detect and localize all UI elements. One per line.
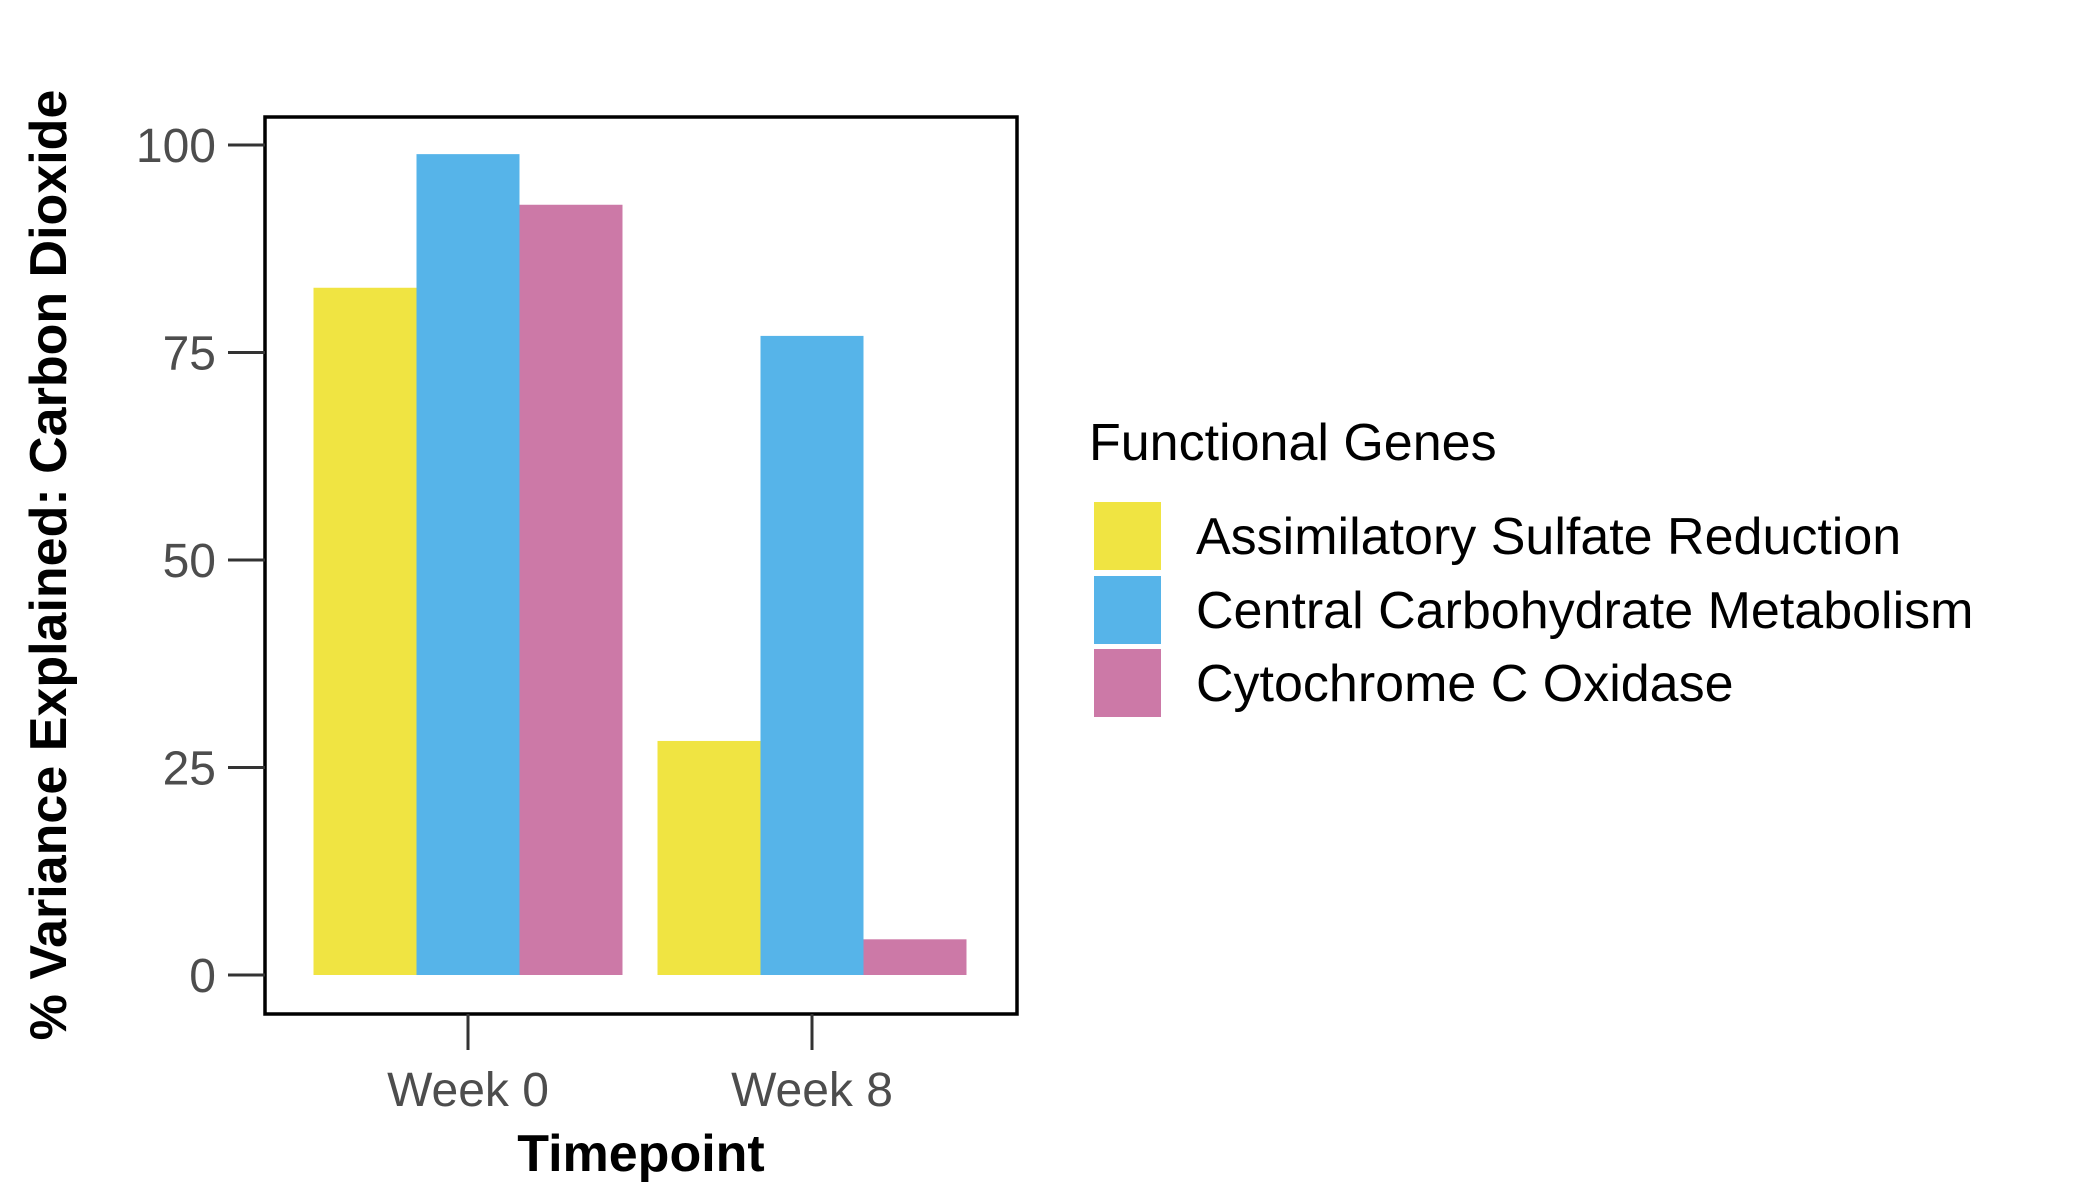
bars-group	[313, 154, 967, 975]
x-tick-label: Week 8	[731, 1064, 893, 1117]
y-axis-title: % Variance Explained: Carbon Dioxide	[20, 90, 78, 1041]
x-axis: Week 0 Week 8	[387, 1014, 893, 1117]
legend-title: Functional Genes	[1089, 414, 1497, 472]
y-axis: 0 25 50 75 100	[136, 120, 265, 1003]
y-tick-label: 75	[163, 328, 216, 381]
bar-week-0-series-1	[313, 287, 417, 975]
legend-key-swatch	[1094, 576, 1161, 644]
x-tick-label: Week 0	[387, 1064, 549, 1117]
plot-panel-border	[263, 115, 1019, 1016]
bar-week-0-series-2	[416, 154, 520, 975]
bar-week-0-series-3	[519, 204, 623, 975]
bar-week-8-series-1	[657, 740, 761, 975]
bar-week-8-series-2	[760, 335, 864, 975]
legend-key-swatch	[1094, 649, 1161, 717]
y-tick-label: 25	[163, 743, 216, 796]
y-tick-label: 0	[189, 950, 216, 1003]
bar-week-8-series-3	[863, 939, 967, 975]
y-tick-label: 100	[136, 120, 216, 173]
legend-key-swatch	[1094, 502, 1161, 570]
legend: Functional Genes Assimilatory Sulfate Re…	[1089, 414, 1973, 717]
x-axis-title: Timepoint	[517, 1125, 764, 1183]
legend-label: Assimilatory Sulfate Reduction	[1196, 508, 1901, 566]
legend-label: Cytochrome C Oxidase	[1196, 655, 1734, 713]
y-tick-label: 50	[163, 535, 216, 588]
legend-label: Central Carbohydrate Metabolism	[1196, 582, 1973, 640]
